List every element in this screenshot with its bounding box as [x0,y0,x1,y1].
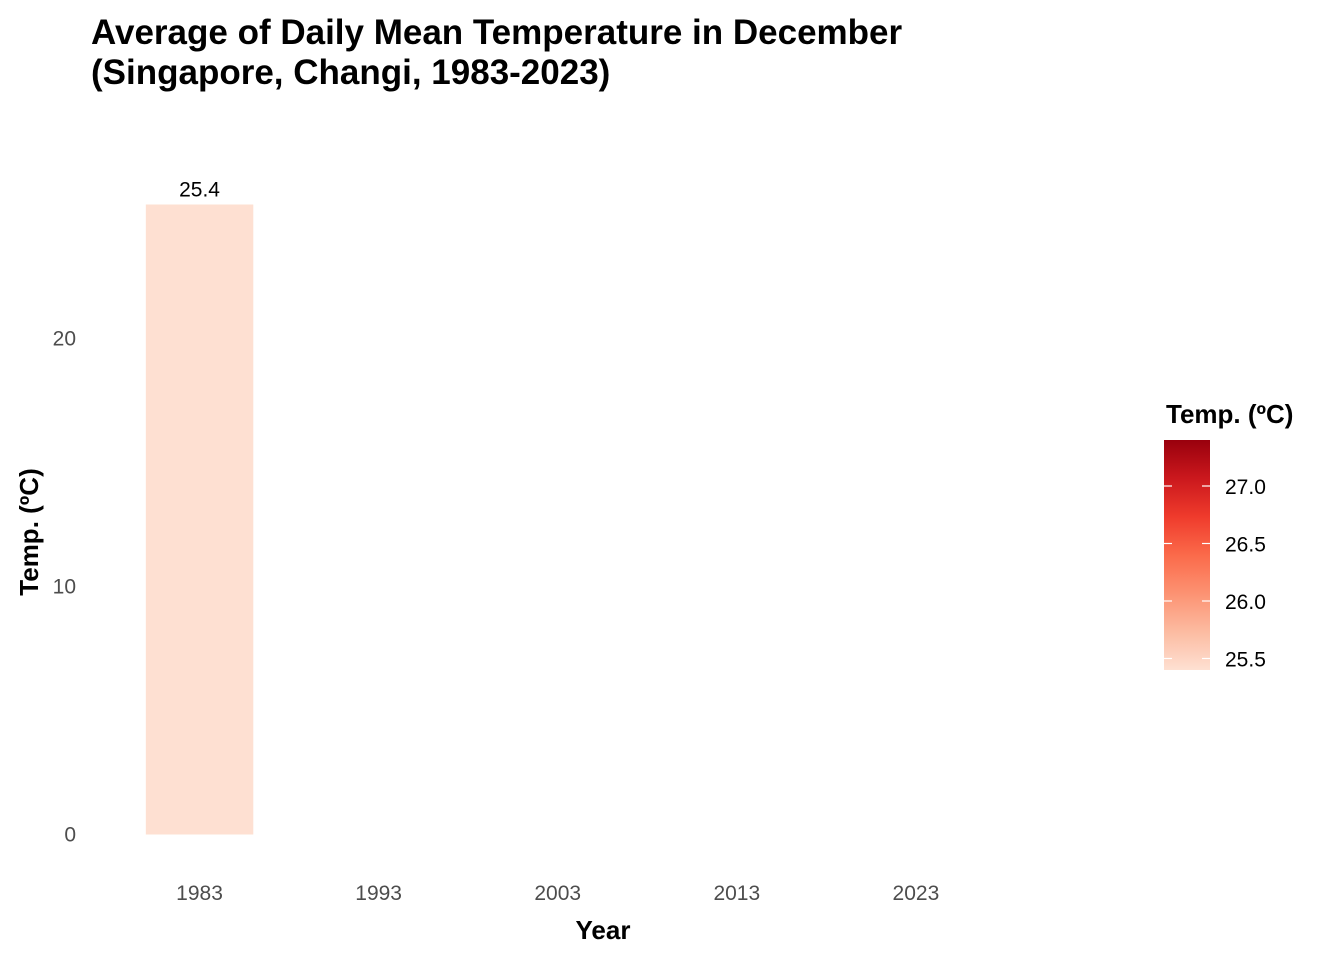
y-tick-label-0: 0 [64,823,76,846]
legend-ticks: 25.5 26.0 26.5 27.0 [1164,476,1266,672]
x-tick-label-2: 2003 [534,882,581,905]
legend-tick-label-2: 26.5 [1225,534,1266,557]
chart-title-line-1: Average of Daily Mean Temperature in Dec… [91,13,902,52]
legend-tick-label-0: 25.5 [1225,649,1266,672]
y-tick-label-1: 10 [53,575,76,598]
y-tick-label-2: 20 [53,327,76,350]
y-axis-ticks: 0 10 20 [53,327,76,846]
x-axis-ticks: 1983 1993 2003 2013 2023 [176,882,939,905]
x-tick-label-3: 2013 [713,882,760,905]
bars-group [145,204,254,835]
chart-title-line-2: (Singapore, Changi, 1983-2023) [91,53,610,92]
x-tick-label-0: 1983 [176,882,223,905]
legend-tick-label-1: 26.0 [1225,591,1266,614]
legend: Temp. (ºC) 25.5 26.0 26.5 27.0 [1164,399,1293,672]
data-label-1983: 25.4 [179,178,220,201]
bar-labels-group: 25.4 [179,178,220,201]
legend-title: Temp. (ºC) [1166,399,1293,429]
x-axis-title: Year [576,915,631,945]
y-axis-title: Temp. (ºC) [14,468,44,595]
legend-colorbar [1164,440,1210,670]
legend-tick-label-3: 27.0 [1225,476,1266,499]
x-tick-label-4: 2023 [893,882,940,905]
bar-1983 [145,204,254,835]
x-tick-label-1: 1993 [355,882,402,905]
